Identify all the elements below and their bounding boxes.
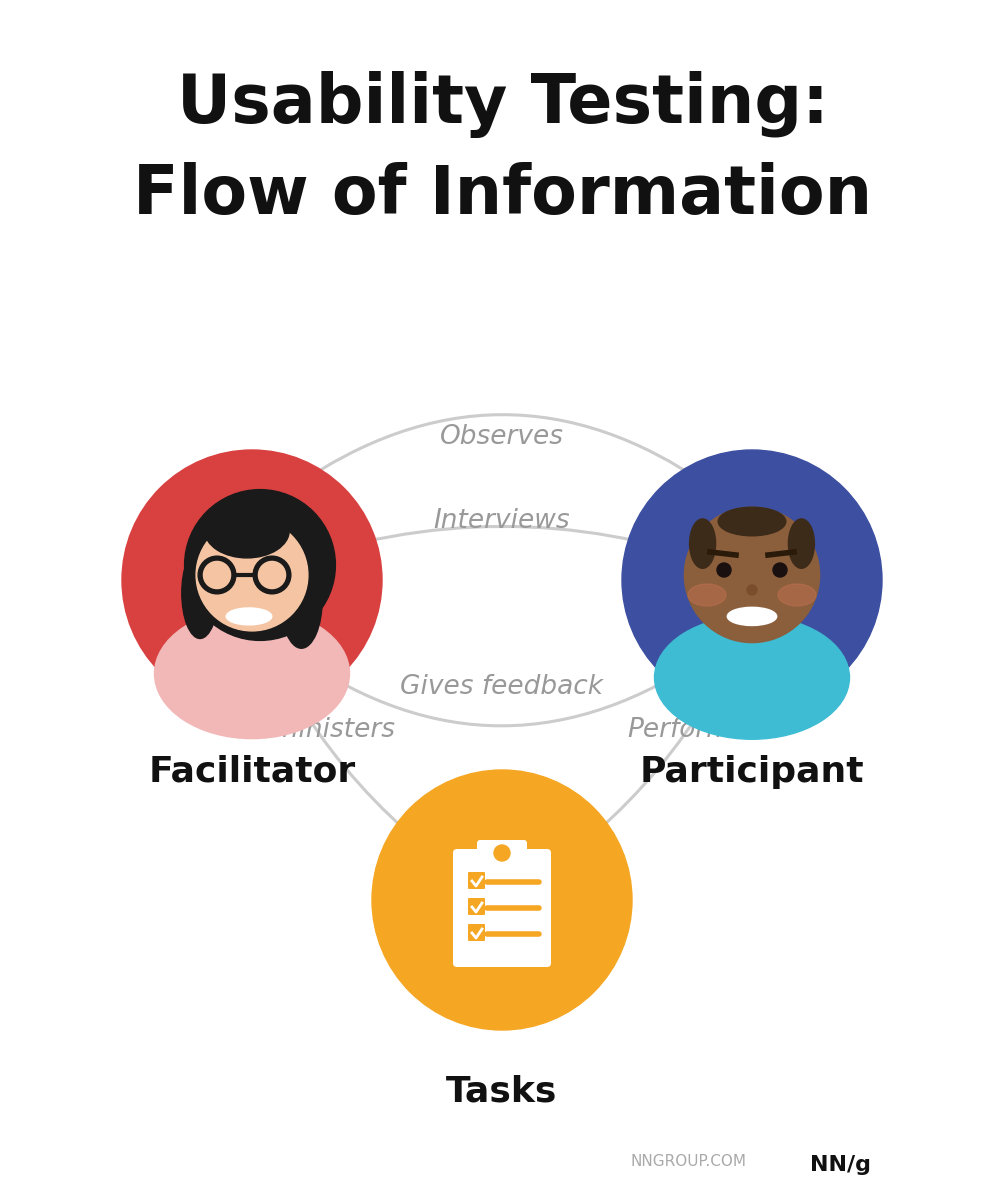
Circle shape	[717, 563, 731, 577]
Text: NNGROUP.COM: NNGROUP.COM	[630, 1154, 746, 1170]
Circle shape	[185, 490, 336, 641]
Text: Observes: Observes	[440, 424, 564, 450]
Circle shape	[747, 584, 757, 595]
Text: Usability Testing:: Usability Testing:	[177, 72, 828, 138]
FancyBboxPatch shape	[468, 872, 485, 889]
Text: Tasks: Tasks	[446, 1075, 558, 1109]
FancyBboxPatch shape	[468, 924, 485, 941]
Ellipse shape	[155, 608, 350, 738]
Circle shape	[773, 563, 787, 577]
Circle shape	[258, 562, 285, 588]
Circle shape	[196, 520, 308, 631]
Text: Performs: Performs	[628, 716, 747, 743]
Ellipse shape	[719, 508, 786, 535]
Circle shape	[203, 562, 230, 588]
Circle shape	[122, 450, 382, 710]
Text: Flow of Information: Flow of Information	[133, 162, 872, 228]
Text: Participant: Participant	[640, 755, 864, 790]
Text: Facilitator: Facilitator	[149, 755, 356, 790]
Ellipse shape	[654, 616, 849, 739]
Circle shape	[494, 845, 510, 862]
FancyBboxPatch shape	[468, 898, 485, 914]
Ellipse shape	[226, 608, 271, 625]
FancyBboxPatch shape	[477, 840, 527, 866]
Text: NN/g: NN/g	[810, 1154, 871, 1175]
Ellipse shape	[205, 503, 289, 558]
Ellipse shape	[688, 584, 726, 606]
Text: Interviews: Interviews	[434, 509, 570, 534]
Text: Administers: Administers	[238, 716, 396, 743]
Ellipse shape	[689, 518, 716, 569]
Circle shape	[253, 556, 290, 594]
Circle shape	[372, 770, 632, 1030]
Ellipse shape	[280, 551, 323, 648]
Ellipse shape	[182, 547, 218, 638]
Ellipse shape	[778, 584, 816, 606]
Ellipse shape	[728, 607, 777, 625]
Circle shape	[684, 508, 820, 643]
Circle shape	[622, 450, 882, 710]
Circle shape	[198, 556, 236, 594]
Text: Gives feedback: Gives feedback	[401, 673, 603, 700]
FancyBboxPatch shape	[453, 850, 551, 967]
Ellipse shape	[788, 518, 814, 569]
